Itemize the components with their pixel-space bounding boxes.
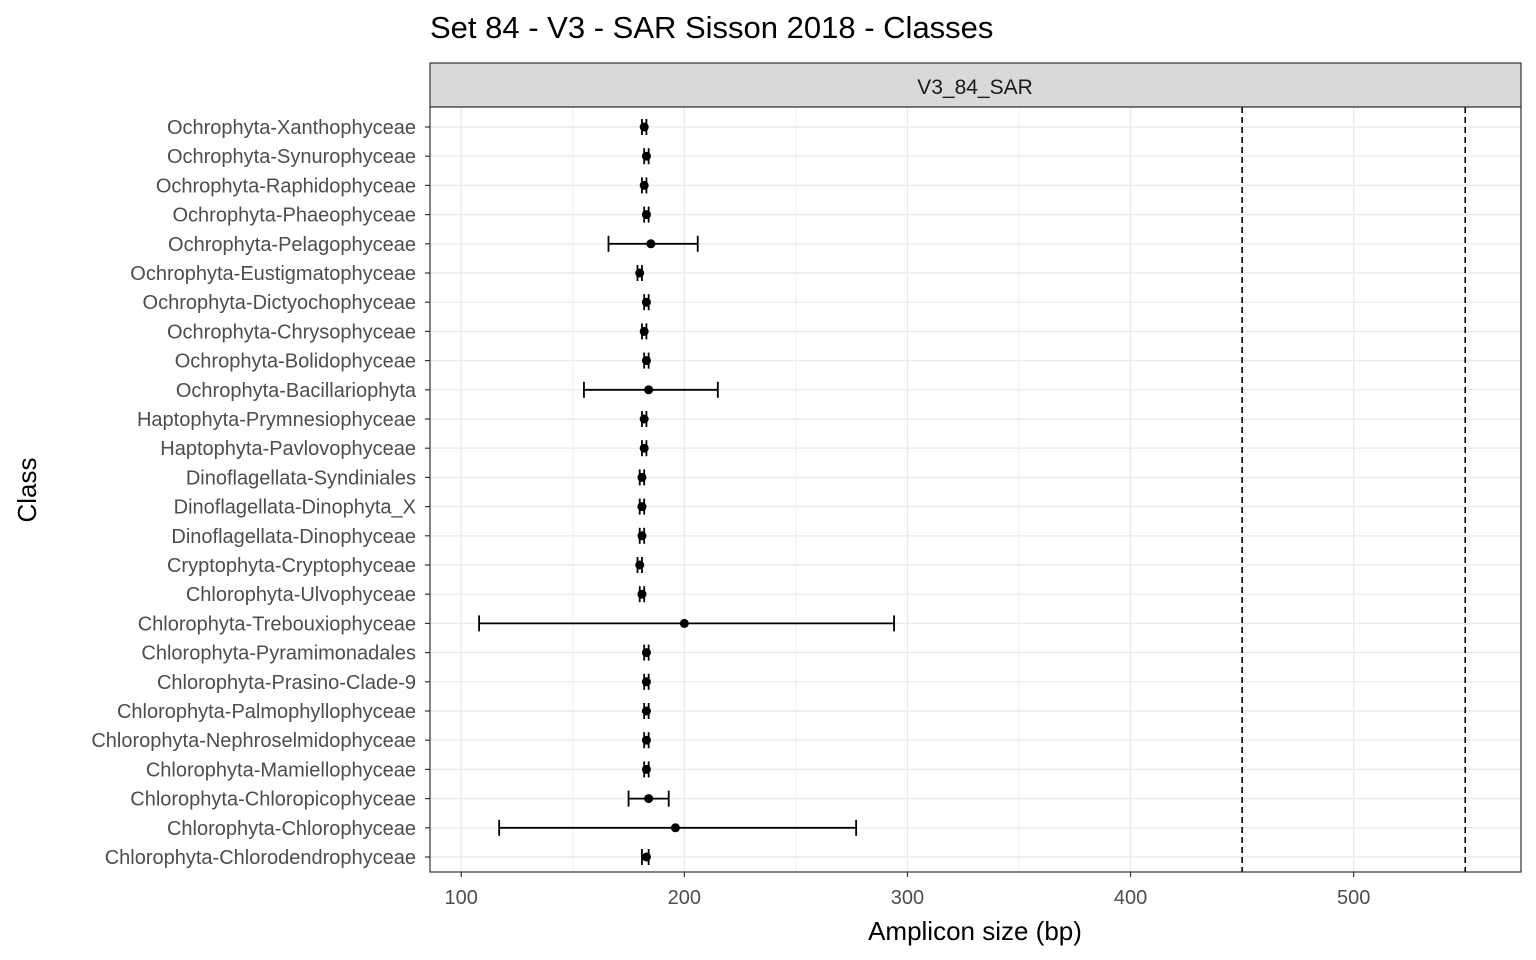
mean-point (635, 560, 645, 570)
y-tick-label: Chlorophyta-Palmophyllophyceae (117, 701, 416, 723)
mean-point (679, 618, 689, 628)
panel-background (430, 107, 1521, 872)
x-tick-label: 500 (1337, 887, 1370, 909)
mean-point (641, 735, 651, 745)
mean-point (641, 852, 651, 862)
x-tick-label: 400 (1114, 887, 1147, 909)
reference-lines (1241, 107, 1467, 872)
mean-point (646, 239, 656, 249)
mean-point (639, 326, 649, 336)
mean-point (637, 531, 647, 541)
y-tick-label: Chlorophyta-Mamiellophyceae (146, 759, 416, 781)
facet-label: V3_84_SAR (917, 76, 1033, 99)
y-tick-label: Ochrophyta-Phaeophyceae (173, 205, 417, 227)
y-tick-label: Ochrophyta-Raphidophyceae (156, 175, 416, 197)
y-tick-label: Chlorophyta-Pyramimonadales (141, 643, 416, 665)
mean-point (641, 706, 651, 716)
mean-point (637, 502, 647, 512)
mean-point (641, 210, 651, 220)
grid-lines (430, 107, 1521, 872)
y-tick-label: Chlorophyta-Nephroselmidophyceae (91, 730, 416, 752)
mean-point (644, 385, 654, 395)
x-tick-label: 100 (445, 887, 478, 909)
y-axis-label: Class (12, 457, 42, 522)
y-tick-label: Chlorophyta-Prasino-Clade-9 (157, 672, 416, 694)
y-tick-label: Ochrophyta-Bacillariophyta (176, 380, 417, 402)
x-tick-label: 300 (891, 887, 924, 909)
y-tick-label: Ochrophyta-Eustigmatophyceae (130, 263, 416, 285)
mean-point (637, 472, 647, 482)
y-tick-label: Haptophyta-Pavlovophyceae (160, 438, 416, 460)
mean-point (644, 794, 654, 804)
mean-point (641, 648, 651, 658)
y-tick-label: Ochrophyta-Bolidophyceae (175, 351, 416, 373)
y-tick-label: Chlorophyta-Chlorophyceae (167, 818, 416, 840)
mean-point (641, 677, 651, 687)
mean-point (641, 151, 651, 161)
mean-point (639, 122, 649, 132)
y-tick-label: Haptophyta-Prymnesiophyceae (137, 409, 416, 431)
y-tick-label: Dinoflagellata-Dinophyta_X (174, 497, 416, 519)
y-tick-label: Ochrophyta-Pelagophyceae (168, 234, 416, 256)
y-tick-label: Chlorophyta-Chloropicophyceae (130, 789, 416, 811)
mean-point (639, 414, 649, 424)
x-tick-label: 200 (668, 887, 701, 909)
y-tick-label: Chlorophyta-Chlorodendrophyceae (105, 847, 416, 869)
mean-point (639, 180, 649, 190)
y-tick-label: Chlorophyta-Ulvophyceae (186, 584, 416, 606)
panel-border (429, 106, 1522, 873)
y-tick-label: Ochrophyta-Xanthophyceae (167, 117, 416, 139)
y-tick-label: Chlorophyta-Trebouxiophyceae (138, 613, 416, 635)
facet-strip: V3_84_SAR (429, 62, 1522, 108)
chart-title: Set 84 - V3 - SAR Sisson 2018 - Classes (430, 10, 994, 45)
y-tick-label: Ochrophyta-Dictyochophyceae (143, 292, 416, 314)
y-tick-label: Cryptophyta-Cryptophyceae (167, 555, 416, 577)
y-axis: Ochrophyta-Xanthophyceae Ochrophyta-Synur… (91, 117, 430, 869)
data-marks (478, 119, 895, 865)
x-axis: 100 200 300 400 500 (445, 872, 1370, 909)
mean-point (641, 356, 651, 366)
y-tick-label: Ochrophyta-Synurophyceae (167, 146, 416, 168)
y-tick-label: Ochrophyta-Chrysophyceae (167, 321, 416, 343)
y-tick-label: Dinoflagellata-Dinophyceae (171, 526, 416, 548)
mean-point (641, 297, 651, 307)
mean-point (641, 764, 651, 774)
mean-point (670, 823, 680, 833)
mean-point (639, 443, 649, 453)
x-axis-label: Amplicon size (bp) (868, 916, 1082, 946)
y-tick-label: Dinoflagellata-Syndiniales (186, 467, 416, 489)
mean-point (637, 589, 647, 599)
mean-point (635, 268, 645, 278)
